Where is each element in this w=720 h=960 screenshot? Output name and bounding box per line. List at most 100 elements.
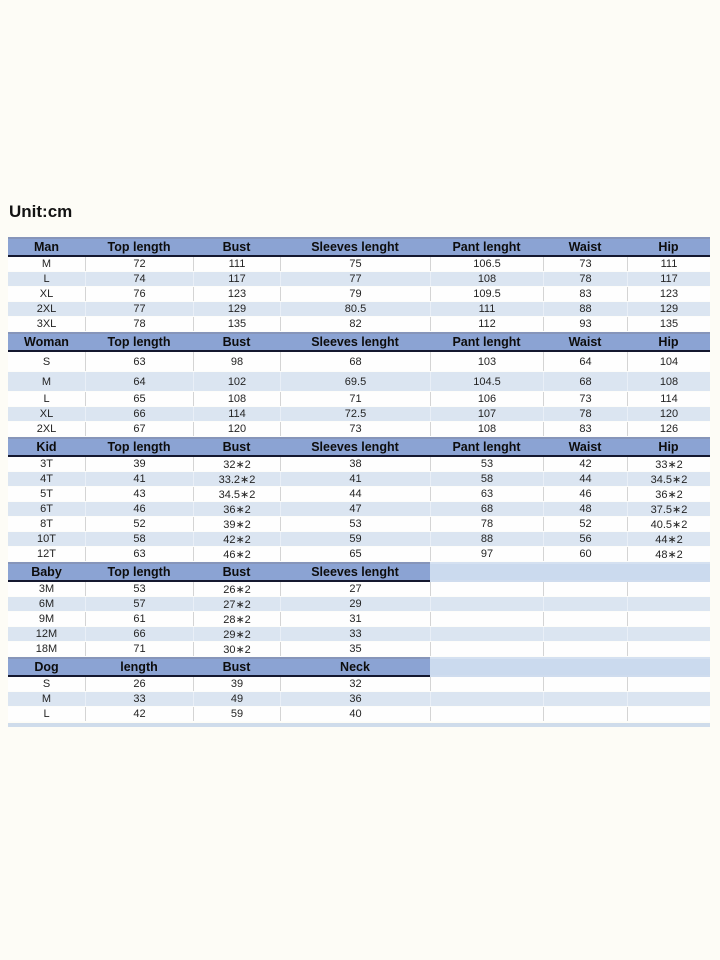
header-band: Woman Top length Bust Sleeves lenght Pant le… (8, 332, 710, 352)
value-cell (430, 582, 543, 596)
column-header: Waist (568, 335, 602, 349)
value-cell: 107 (430, 407, 543, 421)
table-row: XL 66 114 72.5 107 78 120 (8, 407, 710, 422)
value-cell: 71 (85, 642, 193, 656)
value-cell: 40.5∗2 (627, 517, 710, 531)
value-cell: 104.5 (430, 372, 543, 391)
size-cell: 3XL (36, 318, 57, 330)
value-cell: 78 (85, 317, 193, 331)
value-cell: 56 (543, 532, 627, 546)
value-cell: 72 (85, 257, 193, 271)
table-row: XL 76 123 79 109.5 83 123 (8, 287, 710, 302)
table-row: 2XL 67 120 73 108 83 126 (8, 422, 710, 437)
value-cell: 53 (280, 517, 430, 531)
value-cell (430, 612, 543, 626)
value-cell: 59 (193, 707, 280, 721)
table-row: M 33 49 36 (8, 692, 710, 707)
value-cell: 29 (280, 597, 430, 611)
value-cell: 103 (430, 352, 543, 371)
value-cell (543, 642, 627, 656)
size-cell: XL (39, 408, 54, 420)
table-row: L 65 108 71 106 73 114 (8, 392, 710, 407)
value-cell (543, 582, 627, 596)
table-row: S 63 98 68 103 64 104 (8, 352, 710, 372)
value-cell: 75 (280, 257, 430, 271)
size-cell: L (43, 393, 50, 405)
value-cell: 33∗2 (627, 457, 710, 471)
column-header: Top length (107, 440, 171, 454)
value-cell: 42 (543, 457, 627, 471)
value-cell (543, 627, 627, 641)
value-cell: 93 (543, 317, 627, 331)
table-row: 10T 58 42∗2 59 88 56 44∗2 (8, 532, 710, 547)
value-cell: 80.5 (280, 302, 430, 316)
value-cell: 44 (280, 487, 430, 501)
table-row: L 42 59 40 (8, 707, 710, 722)
value-cell: 129 (193, 302, 280, 316)
value-cell: 79 (280, 287, 430, 301)
size-cell: M (41, 693, 52, 705)
value-cell: 39∗2 (193, 517, 280, 531)
column-header: Pant lenght (452, 440, 521, 454)
size-cell: 12T (37, 548, 56, 560)
value-cell: 123 (193, 287, 280, 301)
column-header: Man (34, 240, 59, 254)
column-header: Waist (568, 240, 602, 254)
value-cell: 135 (193, 317, 280, 331)
value-cell: 48∗2 (627, 547, 710, 561)
value-cell: 53 (430, 457, 543, 471)
value-cell (627, 582, 710, 596)
section-header-woman: Woman Top length Bust Sleeves lenght Pant le… (8, 332, 710, 352)
column-header: Top length (107, 240, 171, 254)
value-cell: 63 (85, 352, 193, 371)
value-cell: 43 (85, 487, 193, 501)
value-cell: 39 (85, 457, 193, 471)
value-cell: 129 (627, 302, 710, 316)
size-cell: L (43, 708, 50, 720)
value-cell: 64 (543, 352, 627, 371)
section-header-dog: Dog length Bust Neck (8, 657, 710, 677)
size-cell: L (43, 273, 50, 285)
value-cell: 88 (430, 532, 543, 546)
table-row: 12T 63 46∗2 65 97 60 48∗2 (8, 547, 710, 562)
value-cell: 32 (280, 677, 430, 691)
value-cell (430, 642, 543, 656)
value-cell: 108 (627, 372, 710, 391)
size-cell: 4T (40, 473, 53, 485)
table-bottom-strip (8, 723, 710, 727)
size-cell: 9M (38, 613, 55, 625)
value-cell: 97 (430, 547, 543, 561)
value-cell: 78 (430, 517, 543, 531)
value-cell: 88 (543, 302, 627, 316)
value-cell: 108 (430, 272, 543, 286)
column-header: Hip (658, 440, 679, 454)
size-cell: 10T (37, 533, 56, 545)
table-row: 2XL 77 129 80.5 111 88 129 (8, 302, 710, 317)
value-cell: 46 (543, 487, 627, 501)
value-cell: 40 (280, 707, 430, 721)
value-cell: 28∗2 (193, 612, 280, 626)
size-cell: 6M (38, 598, 55, 610)
value-cell: 77 (280, 272, 430, 286)
value-cell: 27∗2 (193, 597, 280, 611)
table-row: 8T 52 39∗2 53 78 52 40.5∗2 (8, 517, 710, 532)
header-band: Baby Top length Bust Sleeves lenght (8, 562, 430, 582)
value-cell (430, 627, 543, 641)
value-cell: 123 (627, 287, 710, 301)
value-cell: 65 (85, 392, 193, 406)
value-cell: 73 (543, 257, 627, 271)
value-cell: 67 (85, 422, 193, 436)
value-cell: 33 (85, 692, 193, 706)
size-cell: S (42, 678, 51, 690)
column-header: Top length (107, 335, 171, 349)
size-cell: 18M (35, 643, 58, 655)
size-cell: 2XL (36, 303, 57, 315)
value-cell: 52 (543, 517, 627, 531)
value-cell: 61 (85, 612, 193, 626)
table-row: M 72 111 75 106.5 73 111 (8, 257, 710, 272)
value-cell: 72.5 (280, 407, 430, 421)
table-row: 6M 57 27∗2 29 (8, 597, 710, 612)
section-header-baby: Baby Top length Bust Sleeves lenght (8, 562, 710, 582)
value-cell: 57 (85, 597, 193, 611)
